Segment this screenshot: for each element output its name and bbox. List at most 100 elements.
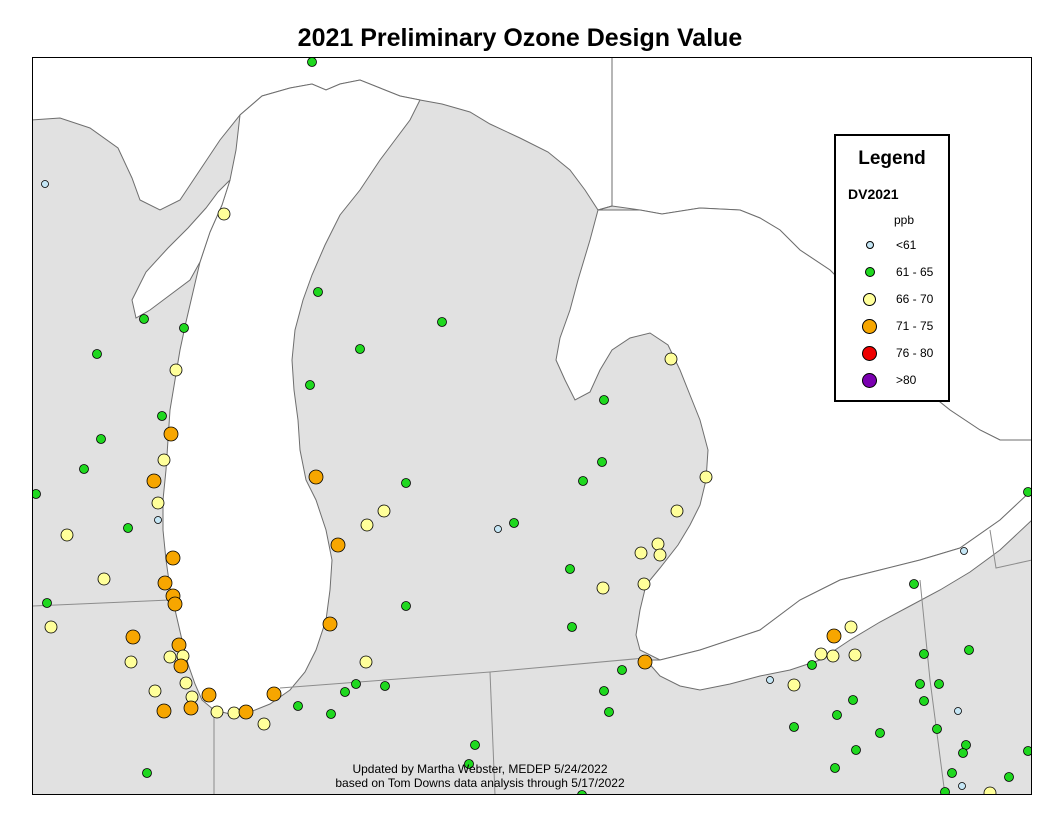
legend-units: ppb: [894, 213, 915, 227]
monitor-site-marker: [151, 496, 165, 510]
monitor-site-marker: [157, 453, 171, 467]
monitor-site-marker: [932, 724, 942, 734]
monitor-site-marker: [41, 180, 49, 188]
legend-item-label: 71 - 75: [896, 319, 934, 333]
monitor-site-marker: [919, 649, 929, 659]
legend-item-label: 61 - 65: [896, 265, 934, 279]
monitor-site-marker: [597, 457, 607, 467]
monitor-site-marker: [139, 314, 149, 324]
monitor-site-marker: [578, 476, 588, 486]
monitor-site-marker: [464, 759, 474, 769]
monitor-site-marker: [651, 537, 665, 551]
legend-item-label: 76 - 80: [896, 346, 934, 360]
monitor-site-marker: [844, 620, 858, 634]
legend: Legend DV2021 ppb <61 61 - 65 66 - 70 71…: [834, 134, 950, 402]
monitor-site-marker: [42, 598, 52, 608]
monitor-site-marker: [637, 654, 653, 670]
monitor-site-marker: [293, 701, 303, 711]
monitor-site-marker: [826, 628, 842, 644]
monitor-site-marker: [848, 695, 858, 705]
legend-field-name: DV2021: [848, 186, 899, 202]
monitor-site-marker: [322, 616, 338, 632]
monitor-site-marker: [670, 504, 684, 518]
monitor-site-marker: [266, 686, 282, 702]
legend-swatch: [863, 293, 876, 306]
legend-swatch: [865, 267, 875, 277]
map-title: 2021 Preliminary Ozone Design Value: [297, 24, 743, 52]
monitor-site-marker: [401, 478, 411, 488]
monitor-site-marker: [308, 469, 324, 485]
monitor-site-marker: [330, 537, 346, 553]
monitor-site-marker: [305, 380, 315, 390]
monitor-site-marker: [360, 518, 374, 532]
legend-item: 76 - 80: [836, 344, 948, 364]
monitor-site-marker: [848, 648, 862, 662]
legend-swatch: [866, 241, 874, 249]
monitor-site-marker: [789, 722, 799, 732]
legend-item-label: >80: [896, 373, 917, 387]
monitor-site-marker: [156, 703, 172, 719]
monitor-site-marker: [909, 579, 919, 589]
monitor-site-marker: [919, 696, 929, 706]
legend-item-label: <61: [896, 238, 917, 252]
monitor-site-marker: [79, 464, 89, 474]
monitor-site-marker: [596, 581, 610, 595]
monitor-site-marker: [940, 787, 950, 794]
monitor-site-marker: [326, 709, 336, 719]
monitor-site-marker: [142, 768, 152, 778]
monitor-site-marker: [123, 523, 133, 533]
monitor-site-marker: [179, 323, 189, 333]
monitor-site-marker: [351, 679, 361, 689]
monitor-site-marker: [565, 564, 575, 574]
monitor-site-marker: [437, 317, 447, 327]
monitor-site-marker: [964, 645, 974, 655]
monitor-site-marker: [832, 710, 842, 720]
monitor-site-marker: [947, 768, 957, 778]
monitor-site-marker: [60, 528, 74, 542]
monitor-site-marker: [148, 684, 162, 698]
monitor-site-marker: [915, 679, 925, 689]
monitor-site-marker: [183, 700, 199, 716]
legend-item: 71 - 75: [836, 317, 948, 337]
monitor-site-marker: [97, 572, 111, 586]
monitor-site-marker: [1023, 746, 1031, 756]
monitor-site-marker: [807, 660, 817, 670]
monitor-site-marker: [355, 344, 365, 354]
monitor-site-marker: [983, 786, 997, 794]
monitor-site-marker: [851, 745, 861, 755]
monitor-site-marker: [875, 728, 885, 738]
monitor-sites: [33, 58, 1031, 794]
monitor-site-marker: [157, 411, 167, 421]
monitor-site-marker: [934, 679, 944, 689]
monitor-site-marker: [257, 717, 271, 731]
monitor-site-marker: [238, 704, 254, 720]
lake-erie: [644, 490, 1031, 691]
monitor-site-marker: [96, 434, 106, 444]
monitor-site-marker: [44, 620, 58, 634]
legend-item: 61 - 65: [836, 263, 948, 283]
monitor-site-marker: [359, 655, 373, 669]
monitor-site-marker: [664, 352, 678, 366]
monitor-site-marker: [313, 287, 323, 297]
monitor-site-marker: [227, 706, 241, 720]
monitor-site-marker: [960, 547, 968, 555]
monitor-site-marker: [1023, 487, 1031, 497]
monitor-site-marker: [599, 395, 609, 405]
legend-item: <61: [836, 236, 948, 256]
legend-swatch: [862, 346, 877, 361]
legend-item-label: 66 - 70: [896, 292, 934, 306]
legend-title: Legend: [858, 148, 926, 169]
monitor-site-marker: [494, 525, 502, 533]
credit-line-2: based on Tom Downs data analysis through…: [335, 776, 625, 790]
legend-item: >80: [836, 371, 948, 391]
monitor-site-marker: [377, 504, 391, 518]
legend-swatch: [862, 319, 877, 334]
monitor-site-marker: [1004, 772, 1014, 782]
monitor-site-marker: [826, 649, 840, 663]
monitor-site-marker: [787, 678, 801, 692]
monitor-site-marker: [167, 596, 183, 612]
monitor-site-marker: [154, 516, 162, 524]
monitor-site-marker: [954, 707, 962, 715]
monitor-site-marker: [146, 473, 162, 489]
monitor-site-marker: [958, 748, 968, 758]
